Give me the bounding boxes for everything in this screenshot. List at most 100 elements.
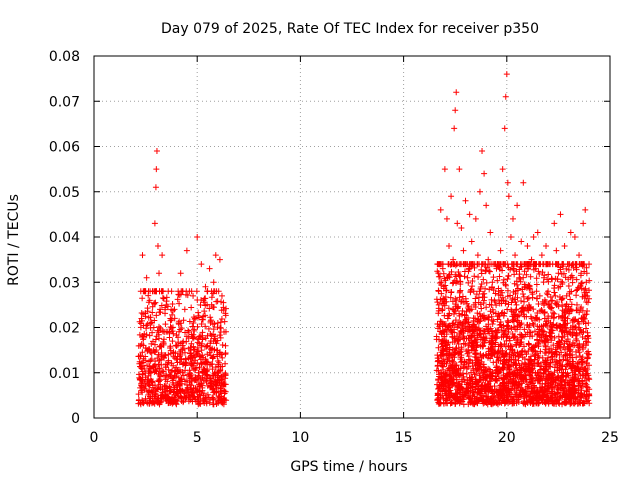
data-point — [168, 316, 175, 323]
data-point — [561, 243, 568, 250]
data-point — [137, 401, 144, 408]
data-point — [153, 148, 160, 155]
data-point — [504, 293, 511, 300]
data-point — [494, 401, 501, 408]
data-point — [474, 365, 481, 372]
data-point — [521, 388, 528, 395]
data-point — [513, 306, 520, 313]
data-point — [582, 325, 589, 332]
data-point — [500, 380, 507, 387]
data-point — [585, 319, 592, 326]
data-point — [574, 360, 581, 367]
data-point — [463, 388, 470, 395]
data-point — [578, 304, 585, 311]
data-point — [458, 328, 465, 335]
data-point — [157, 385, 164, 392]
data-point — [480, 297, 487, 304]
data-point — [514, 326, 521, 333]
data-point — [505, 380, 512, 387]
data-point — [565, 303, 572, 310]
data-point — [543, 337, 550, 344]
data-point — [502, 330, 509, 337]
data-point — [157, 326, 164, 333]
data-point — [165, 351, 172, 358]
data-point — [210, 331, 217, 338]
data-point — [576, 252, 583, 259]
data-point — [491, 297, 498, 304]
data-point — [528, 315, 535, 322]
data-point — [503, 337, 510, 344]
data-point — [551, 289, 558, 296]
data-point — [528, 256, 535, 263]
data-point — [466, 307, 473, 314]
data-point — [479, 148, 486, 155]
data-point — [435, 376, 442, 383]
data-point — [583, 270, 590, 277]
data-point — [548, 383, 555, 390]
data-point — [445, 323, 452, 330]
data-point — [442, 372, 449, 379]
data-point — [532, 395, 539, 402]
y-tick-label: 0.01 — [49, 366, 80, 382]
data-point — [475, 325, 482, 332]
data-point — [552, 391, 559, 398]
data-point — [139, 252, 146, 259]
data-point — [161, 355, 168, 362]
data-point — [482, 351, 489, 358]
data-point — [530, 400, 537, 407]
data-point — [209, 366, 216, 373]
data-point — [441, 166, 448, 173]
data-point — [169, 300, 176, 307]
data-point — [146, 297, 153, 304]
data-point — [529, 289, 536, 296]
data-point — [139, 362, 146, 369]
data-point — [486, 383, 493, 390]
data-point — [504, 318, 511, 325]
data-point — [563, 265, 570, 272]
data-point — [466, 211, 473, 218]
data-point — [561, 333, 568, 340]
data-point — [530, 321, 537, 328]
data-point — [438, 340, 445, 347]
data-point — [172, 380, 179, 387]
data-point — [155, 323, 162, 330]
data-point — [567, 229, 574, 236]
data-point — [495, 395, 502, 402]
data-point — [450, 381, 457, 388]
data-point — [492, 261, 499, 268]
data-point — [149, 382, 156, 389]
data-point — [178, 325, 185, 332]
data-point — [495, 288, 502, 295]
data-point — [511, 333, 518, 340]
data-point — [448, 261, 455, 268]
data-point — [469, 261, 476, 268]
data-point — [463, 370, 470, 377]
data-point — [492, 343, 499, 350]
data-point — [532, 348, 539, 355]
data-point — [564, 361, 571, 368]
data-point — [511, 386, 518, 393]
data-point — [556, 339, 563, 346]
data-point — [187, 353, 194, 360]
data-point — [202, 323, 209, 330]
data-point — [498, 342, 505, 349]
data-point — [516, 312, 523, 319]
data-point — [463, 348, 470, 355]
data-point — [218, 316, 225, 323]
data-point — [459, 322, 466, 329]
data-point — [156, 270, 163, 277]
data-point — [559, 295, 566, 302]
data-point — [557, 266, 564, 273]
data-point — [161, 329, 168, 336]
data-point — [435, 336, 442, 343]
data-point — [562, 320, 569, 327]
data-point — [465, 335, 472, 342]
data-point — [149, 303, 156, 310]
data-point — [209, 321, 216, 328]
data-point — [167, 344, 174, 351]
data-point — [460, 373, 467, 380]
data-point — [468, 332, 475, 339]
data-point — [502, 93, 509, 100]
data-point — [448, 289, 455, 296]
data-point — [440, 350, 447, 357]
